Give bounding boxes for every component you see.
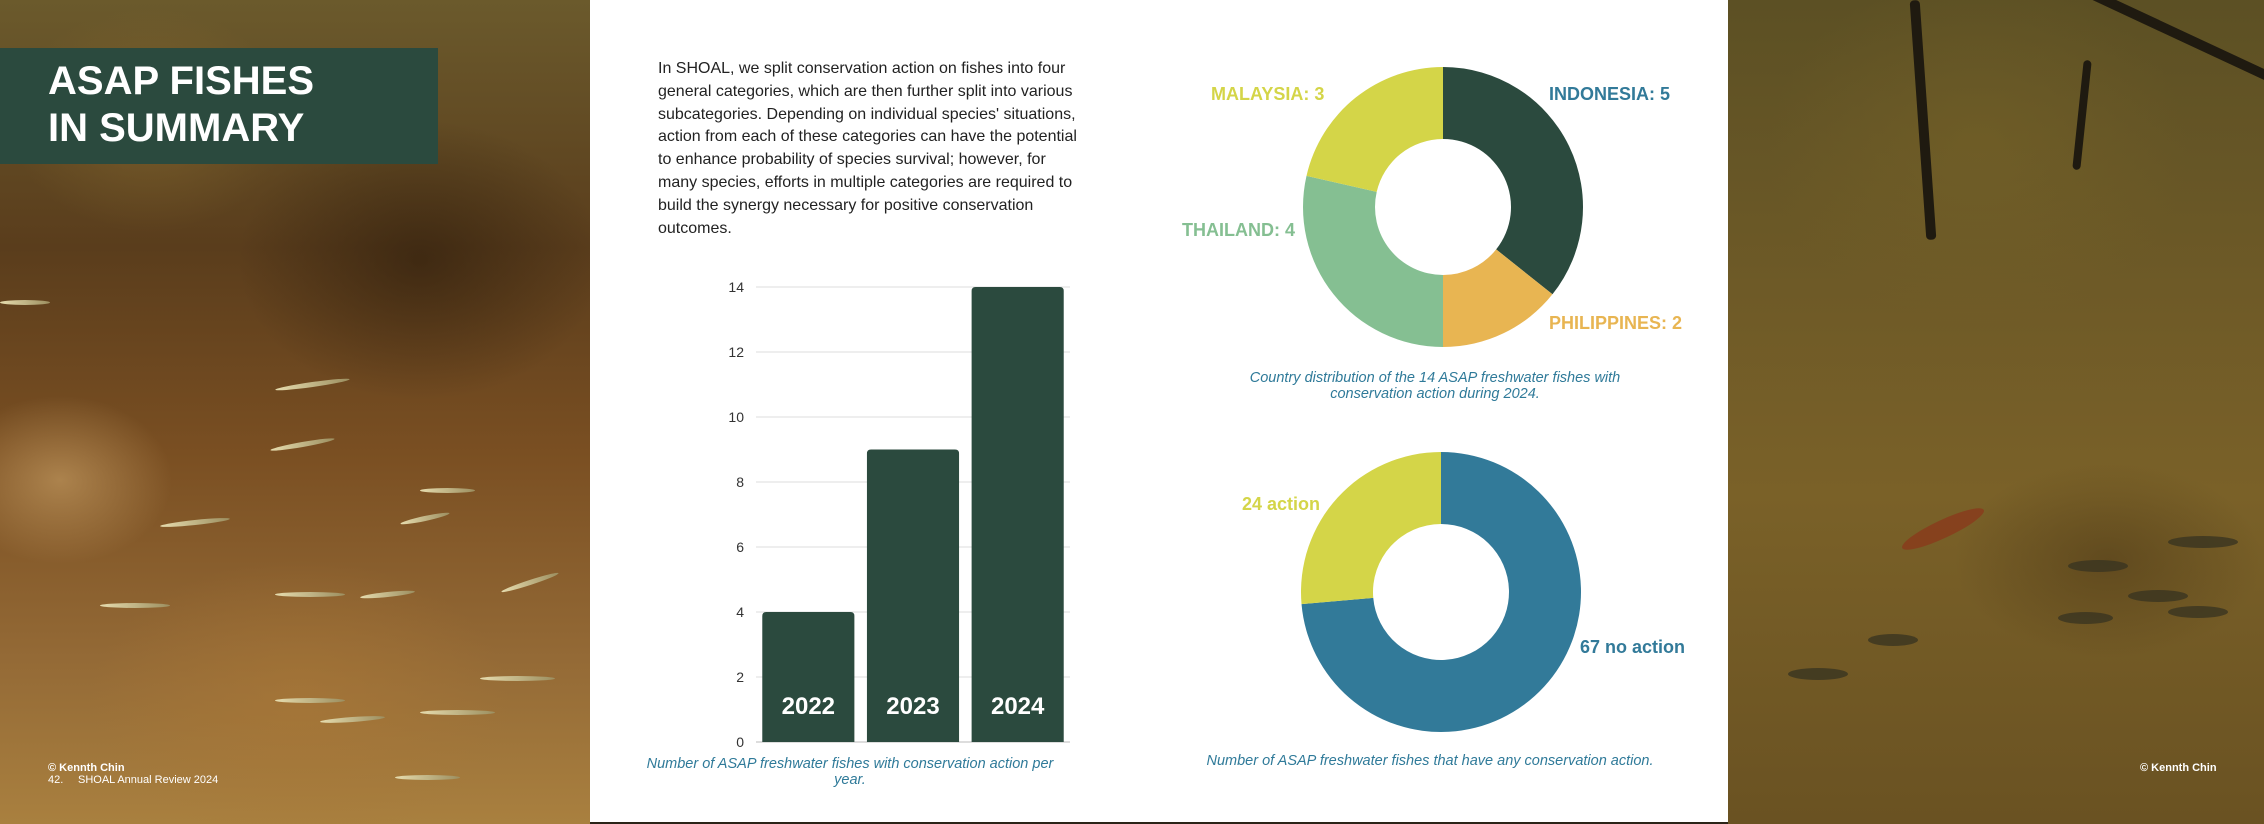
fish-graphic [420, 488, 475, 493]
content-panel: In SHOAL, we split conservation action o… [590, 0, 1728, 822]
photo-credit-right: © Kennth Chin [2140, 762, 2217, 774]
branch-graphic [2072, 59, 2092, 171]
fish-graphic [2168, 536, 2238, 548]
publication-name: SHOAL Annual Review 2024 [78, 774, 219, 786]
fish-graphic [100, 603, 170, 608]
country-donut-chart [1303, 67, 1583, 347]
bar-category-label: 2023 [886, 693, 939, 720]
y-tick-label: 12 [728, 344, 744, 360]
background-photo-right: © Kennth Chin [1728, 0, 2264, 824]
donut-slice-3 [1306, 67, 1443, 192]
bar-category-label: 2022 [782, 693, 835, 720]
fish-graphic [275, 698, 345, 703]
action-donut-chart [1301, 452, 1581, 732]
y-tick-label: 8 [736, 474, 744, 490]
fish-graphic [2128, 590, 2188, 602]
fish-graphic [1788, 668, 1848, 680]
donut-slice-2 [1303, 175, 1443, 347]
bar-2022 [762, 612, 855, 742]
bar-category-label: 2024 [991, 693, 1045, 720]
title-banner: ASAP FISHES IN SUMMARY [0, 48, 438, 164]
donut-label-thailand: THAILAND: 4 [1182, 220, 1295, 240]
intro-paragraph: In SHOAL, we split conservation action o… [658, 60, 1077, 237]
fish-graphic [275, 592, 345, 597]
fish-graphic [0, 300, 50, 305]
donut-label-action: 24 action [1242, 494, 1321, 514]
donut-slice-1 [1443, 249, 1553, 347]
bar-2023 [866, 449, 960, 742]
donut-label-philippines: PHILIPPINES: 2 [1549, 313, 1683, 333]
fish-graphic [1868, 634, 1918, 646]
y-tick-label: 4 [736, 604, 744, 620]
donut-slice-0 [1301, 452, 1581, 732]
donut-label-indonesia: INDONESIA: 5 [1549, 84, 1671, 104]
page-title-line-2: IN SUMMARY [48, 106, 305, 150]
page-title-line-1: ASAP FISHES [48, 59, 314, 103]
fish-graphic [2168, 606, 2228, 618]
fish-graphic [420, 710, 495, 715]
country-donut-caption: Country distribution of the 14 ASAP fres… [1249, 370, 1621, 402]
fish-graphic [159, 516, 231, 529]
fish-graphic [480, 676, 555, 681]
y-tick-label: 10 [728, 409, 744, 425]
donut-slice-0 [1443, 67, 1583, 295]
fish-graphic [395, 775, 460, 780]
fish-graphic [1898, 501, 1988, 557]
donut-slice-1 [1301, 452, 1441, 605]
y-tick-label: 6 [736, 539, 744, 555]
fish-graphic [275, 376, 350, 393]
branch-graphic [2038, 0, 2264, 85]
bar-2024 [971, 287, 1064, 742]
fish-graphic [359, 589, 416, 600]
page-number: 42. [48, 774, 64, 786]
y-tick-label: 0 [736, 734, 744, 750]
bar-chart: 0 2 4 6 8 10 12 14 2022 2023 2024 [728, 279, 1070, 750]
fish-graphic [319, 714, 386, 725]
action-donut-caption: Number of ASAP freshwater fishes that ha… [1206, 753, 1654, 769]
y-tick-label: 14 [728, 279, 744, 295]
fish-graphic [2058, 612, 2113, 624]
fish-graphic [2068, 560, 2128, 572]
donut-label-no-action: 67 no action [1580, 637, 1686, 657]
bar-chart-caption: Number of ASAP freshwater fishes with co… [646, 756, 1054, 788]
y-tick-label: 2 [736, 669, 744, 685]
photo-credit-left: © Kennth Chin [48, 762, 125, 774]
branch-graphic [1909, 0, 1937, 241]
fish-graphic [400, 510, 450, 527]
fish-graphic [500, 570, 560, 595]
donut-label-malaysia: MALAYSIA: 3 [1211, 84, 1325, 104]
fish-graphic [270, 436, 335, 453]
